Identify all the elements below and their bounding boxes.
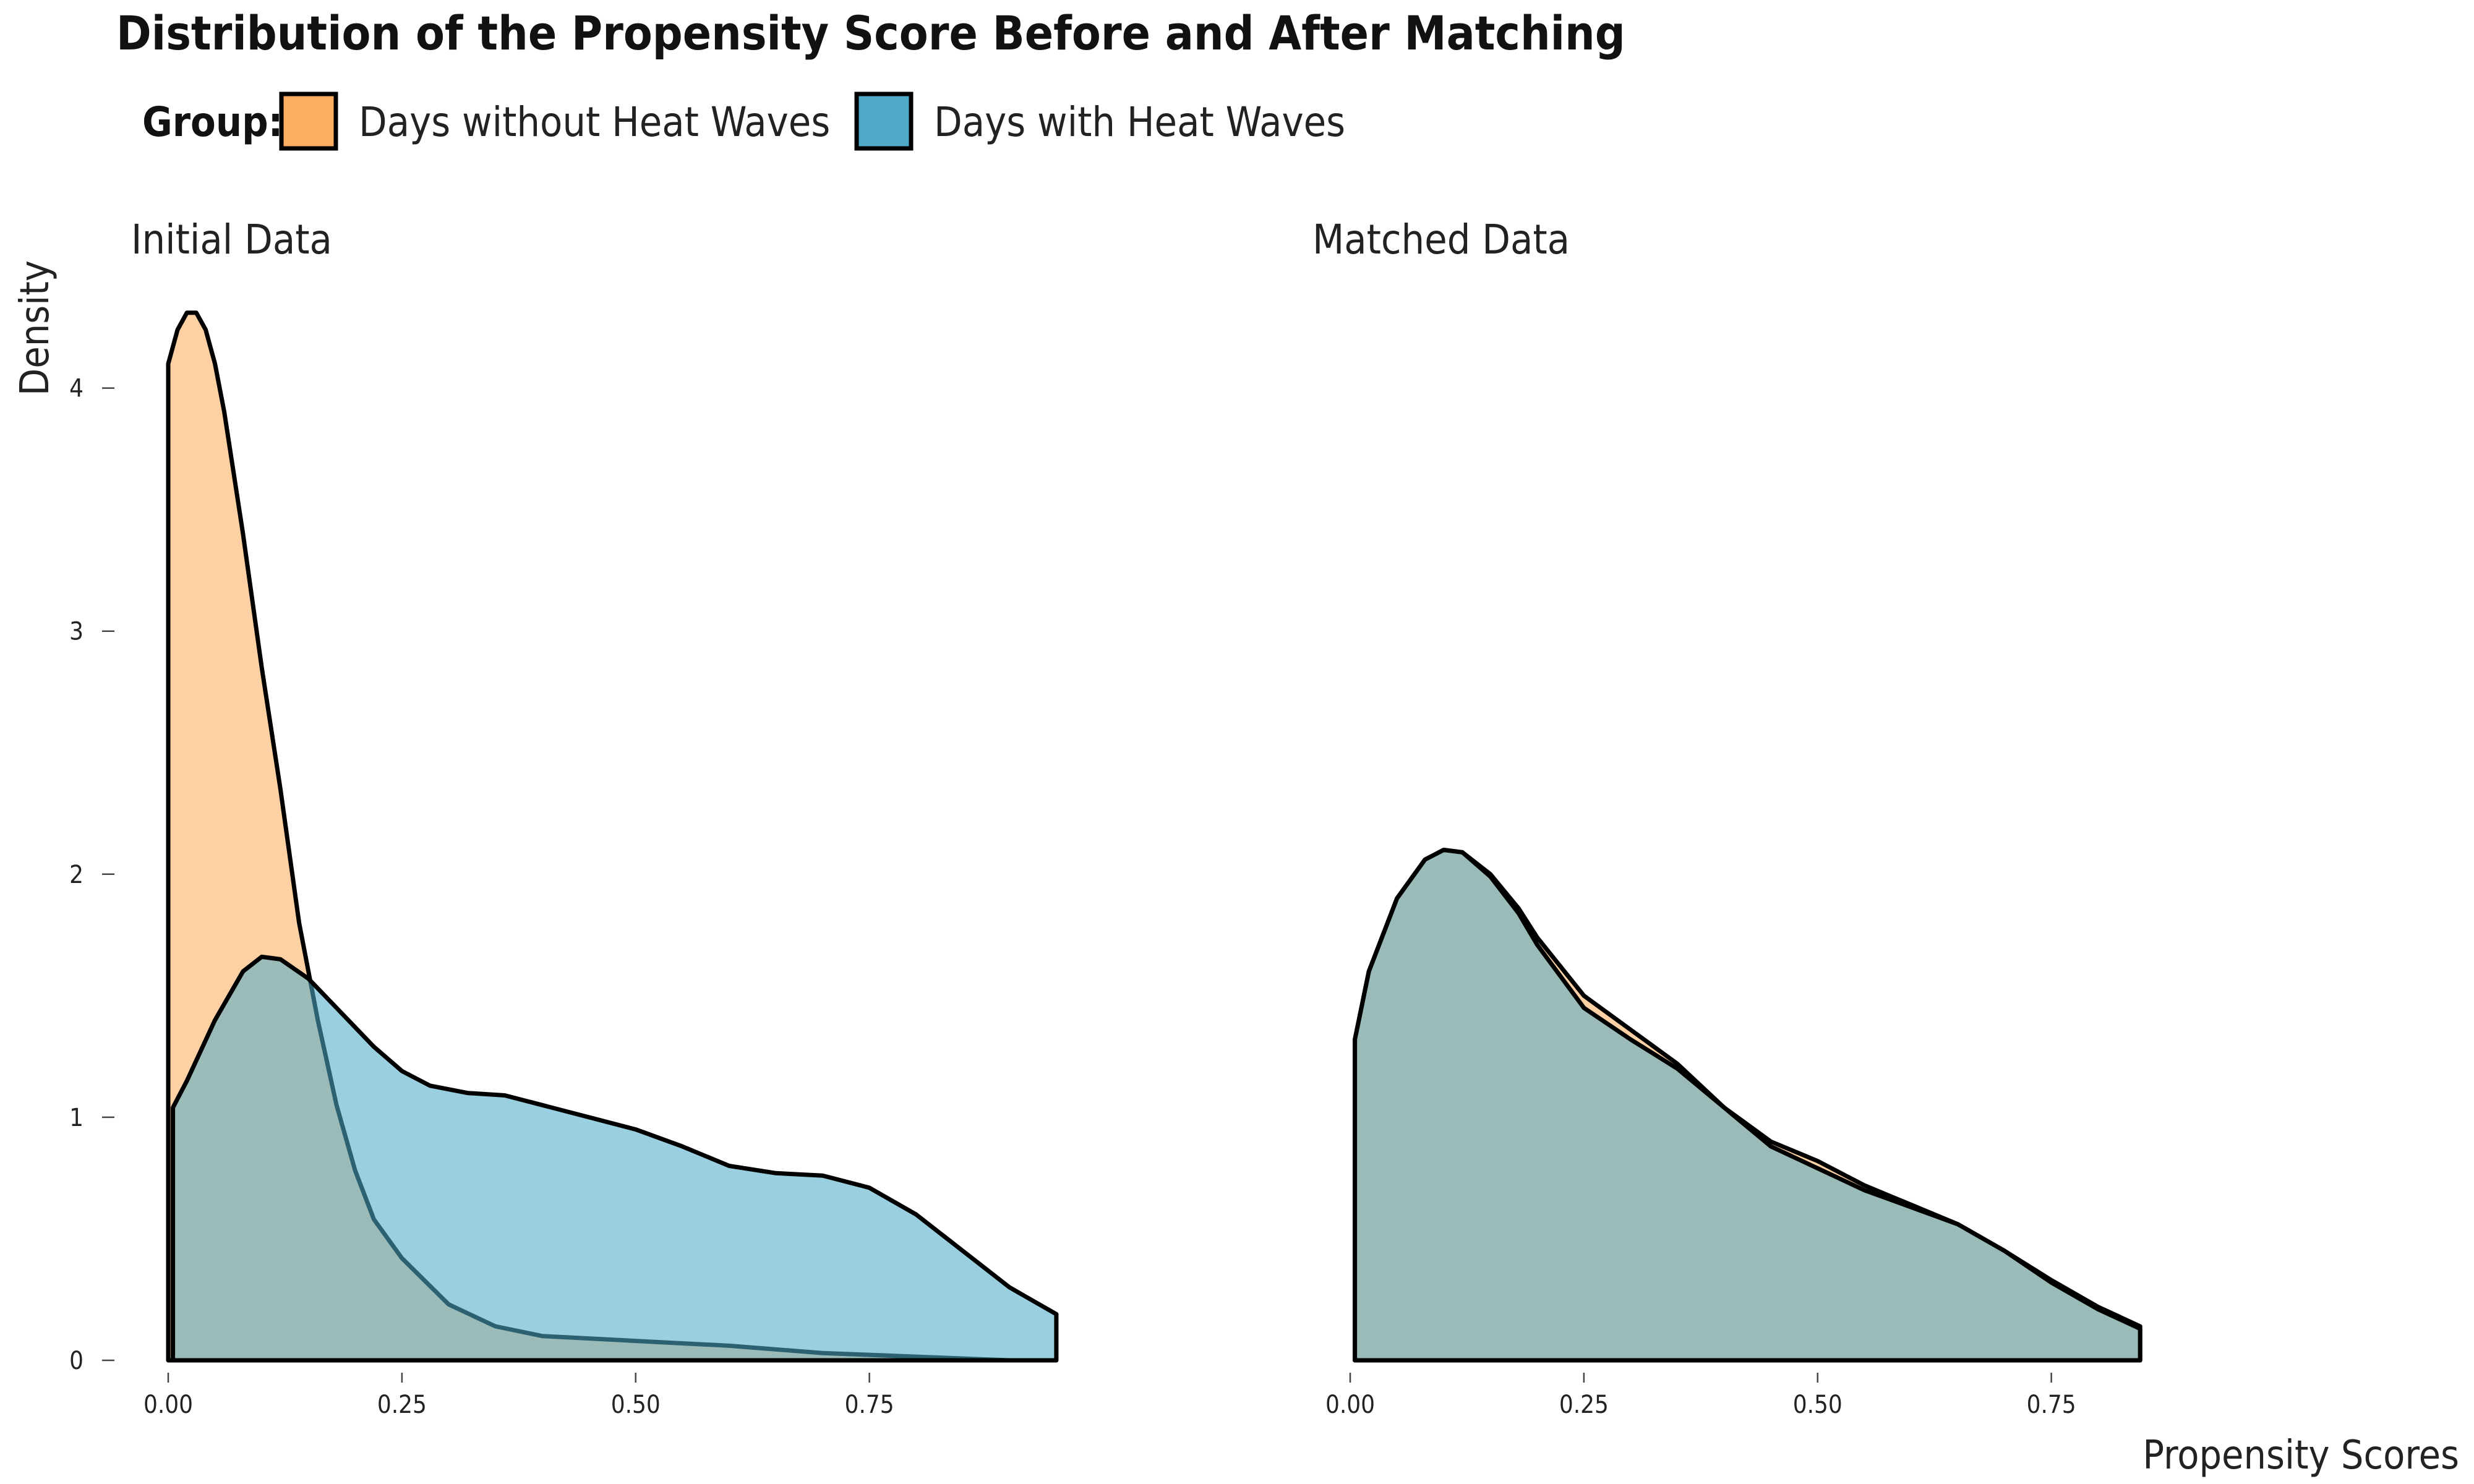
x-tick-label: 0.50 xyxy=(1793,1391,1843,1419)
legend-title: Group: xyxy=(142,98,283,146)
x-tick-label: 0.75 xyxy=(845,1391,894,1419)
y-tick-label: 0 xyxy=(69,1347,83,1375)
x-tick-label: 0.00 xyxy=(1325,1391,1375,1419)
y-tick-label: 1 xyxy=(69,1104,83,1132)
x-axis-label: Propensity Scores xyxy=(2142,1433,2459,1478)
density-area-with-heat-waves xyxy=(1353,848,2142,1363)
panel-title-initial: Initial Data xyxy=(131,216,332,263)
y-tick-label: 3 xyxy=(69,618,83,646)
legend-label-with: Days with Heat Waves xyxy=(934,98,1345,146)
x-tick-label: 0.00 xyxy=(143,1391,193,1419)
panel-matched-data: Matched Data 0.00 0.25 0.50 0.75 xyxy=(1312,216,2142,1419)
x-tick-label: 0.25 xyxy=(377,1391,427,1419)
density-area-with-heat-waves xyxy=(171,954,1059,1363)
y-tick-label: 4 xyxy=(69,375,83,403)
y-tick-label: 2 xyxy=(69,861,83,889)
chart-title: Distribution of the Propensity Score Bef… xyxy=(116,6,1625,61)
x-tick-label: 0.50 xyxy=(611,1391,661,1419)
legend: Group: Days without Heat Waves Days with… xyxy=(142,92,1345,151)
x-tick-label: 0.75 xyxy=(2027,1391,2076,1419)
y-axis-label: Density xyxy=(12,260,58,396)
panel-initial-data: Initial Data 0.00 0.25 0.50 0.75 xyxy=(131,216,1059,1419)
y-axis: 0 1 2 3 4 xyxy=(69,375,114,1375)
legend-swatch-with xyxy=(854,92,914,151)
x-tick-label: 0.25 xyxy=(1559,1391,1609,1419)
legend-label-without: Days without Heat Waves xyxy=(359,98,830,146)
legend-swatch-without xyxy=(279,92,338,151)
panel-title-matched: Matched Data xyxy=(1312,216,1570,263)
